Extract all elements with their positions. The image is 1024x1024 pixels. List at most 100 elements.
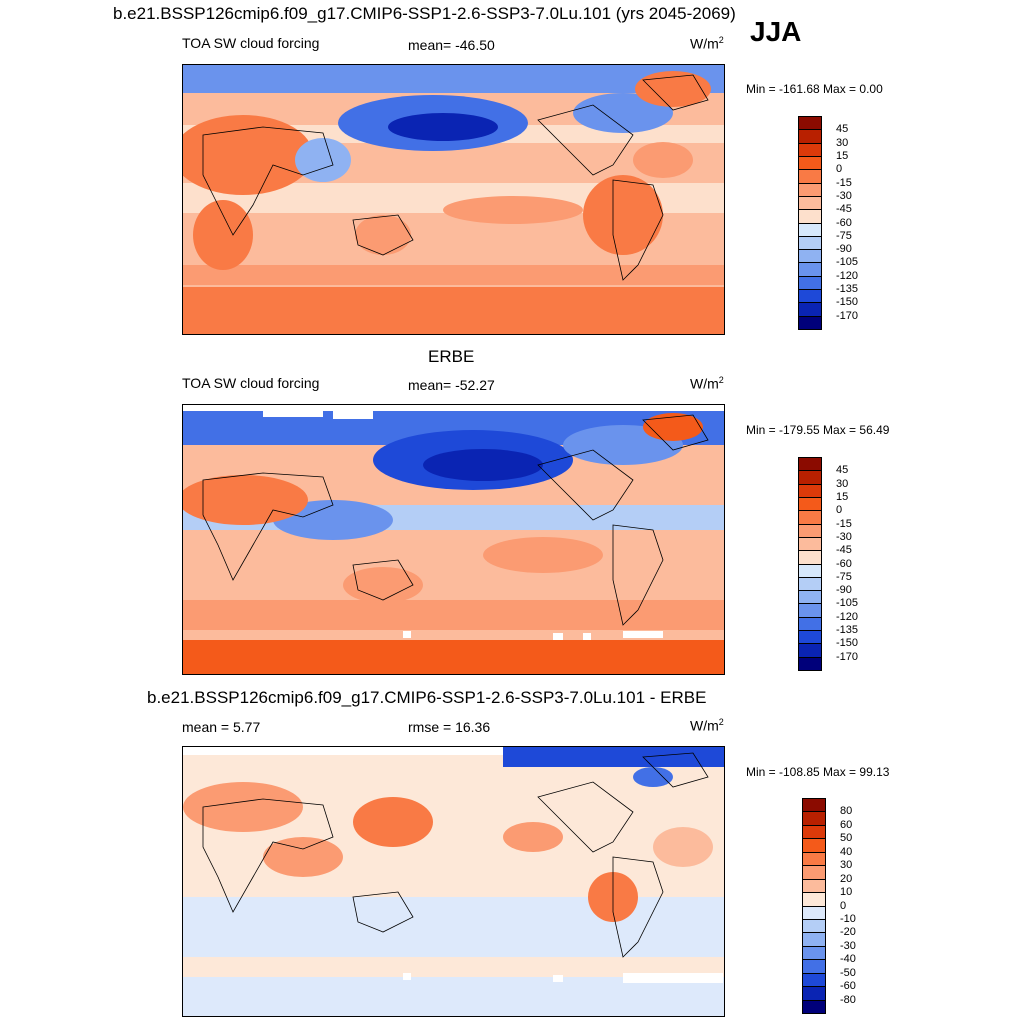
panel-3-unit: W/m2 [690, 717, 724, 734]
colorbar-swatch [798, 129, 822, 144]
colorbar-tick-label: -135 [836, 283, 859, 296]
colorbar-tick-label: -150 [836, 637, 859, 650]
colorbar-tick-label: 15 [836, 490, 849, 503]
panel-3-minmax: Min = -108.85 Max = 99.13 [746, 765, 890, 779]
colorbar-tick-label: -75 [836, 570, 852, 583]
colorbar-swatch [798, 643, 822, 658]
colorbar-swatch [798, 523, 822, 538]
colorbar-tick-label: 0 [836, 504, 843, 517]
colorbar-swatch [798, 195, 822, 211]
colorbar-tick-label: 0 [840, 899, 847, 912]
colorbar-swatch [802, 999, 826, 1014]
colorbar-swatch [802, 959, 826, 974]
colorbar-swatch [798, 536, 822, 552]
colorbar-swatch [802, 865, 826, 880]
colorbar-swatch [798, 302, 822, 317]
colorbar-tick-label: 60 [840, 818, 853, 831]
panel-3-colorbar: 80 60 50 40 30 20 10 0 -10 -20 -30 -40 -50 -60 -80 [802, 798, 892, 1014]
panel-1-colorbar: 45 30 15 0 -15 -30 -45 -60 -75 -90 -105 -120 -135 -15… [798, 116, 888, 330]
colorbar-swatch [802, 905, 826, 920]
colorbar-swatch [802, 838, 826, 853]
colorbar-tick-label: -90 [836, 584, 852, 597]
colorbar-tick-label: -170 [836, 309, 859, 322]
colorbar-tick-label: 40 [840, 845, 853, 858]
colorbar-swatch [798, 315, 822, 330]
panel-3-heading: b.e21.BSSP126cmip6.f09_g17.CMIP6-SSP1-2.… [147, 688, 707, 707]
colorbar-tick-label: 45 [836, 464, 849, 477]
colorbar-tick-label: -15 [836, 176, 852, 189]
panel-2-colorbar: 45 30 15 0 -15 -30 -45 -60 -75 -90 -105 -120 -135 -15… [798, 457, 888, 671]
panel-3-map [182, 746, 725, 1017]
panel-1-map [182, 64, 725, 335]
colorbar-swatch [798, 182, 822, 197]
panel-3-rmse: rmse = 16.36 [408, 719, 491, 735]
colorbar-swatch [802, 945, 826, 961]
panel-2-variable: TOA SW cloud forcing [182, 375, 320, 391]
colorbar-swatch [798, 576, 822, 592]
colorbar-swatch [798, 470, 822, 485]
colorbar-swatch [798, 249, 822, 264]
colorbar-tick-label: -30 [836, 530, 852, 543]
colorbar-tick-label: 15 [836, 149, 849, 162]
colorbar-swatch [798, 222, 822, 237]
colorbar-tick-label: -120 [836, 610, 859, 623]
colorbar-swatch [798, 289, 822, 304]
colorbar-tick-label: -40 [840, 953, 856, 966]
season-label: JJA [750, 16, 802, 47]
colorbar-swatch [798, 550, 822, 565]
colorbar-swatch [802, 798, 826, 813]
colorbar-swatch [798, 630, 822, 645]
colorbar-swatch [802, 972, 826, 988]
colorbar-tick-label: 30 [836, 136, 849, 149]
colorbar-tick-label: -105 [836, 597, 859, 610]
colorbar-swatch [802, 986, 826, 1001]
colorbar-tick-label: -60 [840, 980, 856, 993]
panel-1-unit: W/m2 [690, 35, 724, 52]
colorbar-tick-label: -30 [840, 939, 856, 952]
panel-1-minmax: Min = -161.68 Max = 0.00 [746, 82, 883, 96]
colorbar-tick-label: -60 [836, 216, 852, 229]
colorbar-swatch [798, 656, 822, 671]
colorbar-tick-label: 30 [840, 859, 853, 872]
colorbar-tick-label: 30 [836, 477, 849, 490]
colorbar-swatch [802, 892, 826, 907]
colorbar-swatch [802, 811, 826, 826]
colorbar-tick-label: -90 [836, 243, 852, 256]
colorbar-tick-label: -45 [836, 203, 852, 216]
colorbar-tick-label: -120 [836, 269, 859, 282]
colorbar-swatch [802, 824, 826, 840]
colorbar-swatch [798, 457, 822, 472]
colorbar-tick-label: -80 [840, 993, 856, 1006]
colorbar-swatch [798, 483, 822, 498]
panel-2-mean: mean= -52.27 [408, 377, 495, 393]
colorbar-tick-label: -135 [836, 624, 859, 637]
colorbar-swatch [798, 510, 822, 525]
colorbar-swatch [798, 209, 822, 224]
colorbar-swatch [798, 116, 822, 131]
colorbar-tick-label: -20 [840, 926, 856, 939]
colorbar-tick-label: -50 [840, 966, 856, 979]
colorbar-tick-label: -75 [836, 229, 852, 242]
colorbar-tick-label: -150 [836, 296, 859, 309]
colorbar-tick-label: 0 [836, 163, 843, 176]
panel-2-heading: ERBE [428, 347, 475, 366]
colorbar-tick-label: 45 [836, 123, 849, 136]
colorbar-tick-label: -10 [840, 912, 856, 925]
panel-2-unit: W/m2 [690, 375, 724, 392]
colorbar-tick-label: -15 [836, 517, 852, 530]
figure-title: b.e21.BSSP126cmip6.f09_g17.CMIP6-SSP1-2.… [113, 4, 736, 23]
panel-2-map [182, 404, 725, 675]
colorbar-tick-label: 80 [840, 805, 853, 818]
colorbar-tick-label: 20 [840, 872, 853, 885]
colorbar-swatch [798, 169, 822, 184]
colorbar-swatch [798, 616, 822, 632]
colorbar-tick-label: -105 [836, 256, 859, 269]
colorbar-tick-label: -170 [836, 650, 859, 663]
colorbar-swatch [798, 155, 822, 171]
colorbar-swatch [798, 603, 822, 618]
colorbar-tick-label: 50 [840, 832, 853, 845]
colorbar-swatch [798, 275, 822, 291]
colorbar-swatch [798, 590, 822, 605]
colorbar-swatch [798, 235, 822, 251]
colorbar-swatch [798, 563, 822, 578]
